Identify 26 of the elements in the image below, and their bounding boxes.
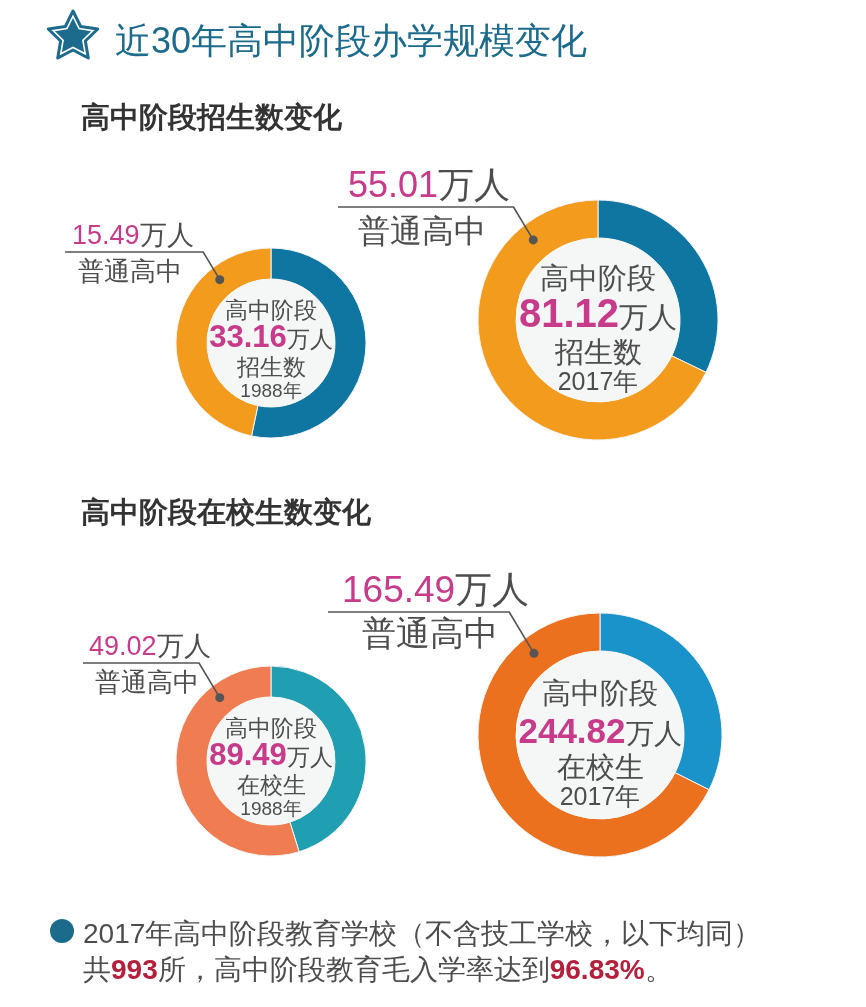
data-label: 49.02万人	[89, 631, 211, 661]
text: 2017年高中阶段教育学校（不含技工学校，以下均同）共993所，高中阶段教育毛入学率达到96.83%。	[83, 918, 762, 985]
text: 81.12万人	[518, 291, 678, 335]
slice-label: 普通高中	[78, 256, 182, 286]
data-label: 55.01万人	[348, 164, 511, 205]
slice-label: 普通高中	[95, 667, 199, 697]
chart-subtitle: 高中阶段招生数变化	[81, 101, 343, 133]
text: 1988年	[240, 798, 302, 819]
data-label: 165.49万人	[342, 569, 530, 610]
data-label: 15.49万人	[72, 220, 194, 250]
text: 高中阶段	[540, 262, 656, 294]
text: 1988年	[240, 380, 302, 401]
text: 2017年	[559, 782, 641, 810]
text: 在校生	[236, 772, 306, 798]
text: 在校生	[556, 751, 644, 783]
slice-label: 普通高中	[362, 614, 498, 652]
chart-title: 近30年高中阶段办学规模变化	[115, 20, 588, 61]
text: 244.82万人	[518, 711, 682, 750]
text: 高中阶段	[225, 297, 317, 323]
text: 招生数	[235, 354, 306, 380]
slice-label: 普通高中	[358, 213, 486, 249]
text: 高中阶段	[542, 677, 658, 709]
chart-subtitle: 高中阶段在校生数变化	[81, 496, 372, 528]
text: 2017年	[557, 367, 639, 395]
text: 招生数	[553, 336, 642, 368]
text: 高中阶段	[225, 715, 317, 741]
